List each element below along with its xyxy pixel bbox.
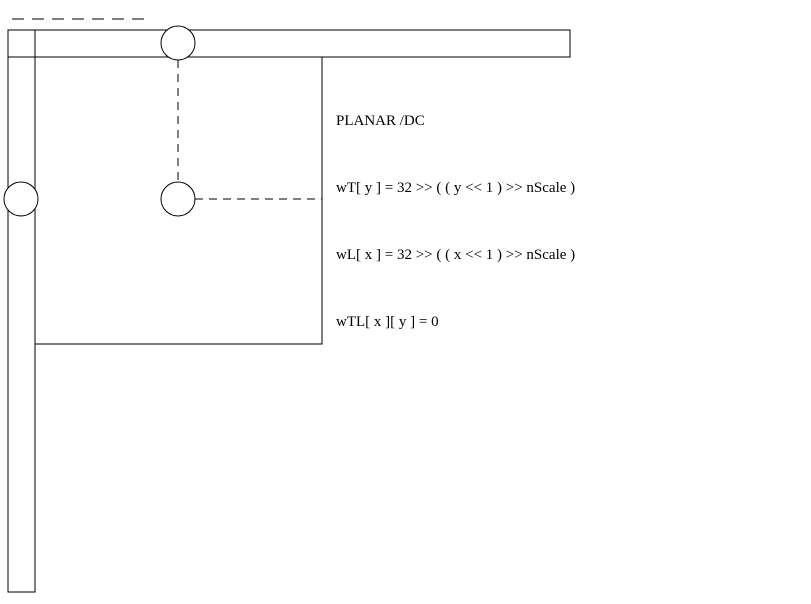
title-label: PLANAR /DC [336,113,425,130]
circle-left [4,182,38,216]
vertical-bar [8,30,35,592]
equation-wt: wT[ y ] = 32 >> ( ( y << 1 ) >> nScale ) [336,180,575,197]
horizontal-bar [8,30,570,57]
circle-center [161,182,195,216]
equation-wl: wL[ x ] = 32 >> ( ( x << 1 ) >> nScale ) [336,247,575,264]
equation-wtl: wTL[ x ][ y ] = 0 [336,314,439,331]
circle-top [161,26,195,60]
diagram-canvas [0,0,811,604]
